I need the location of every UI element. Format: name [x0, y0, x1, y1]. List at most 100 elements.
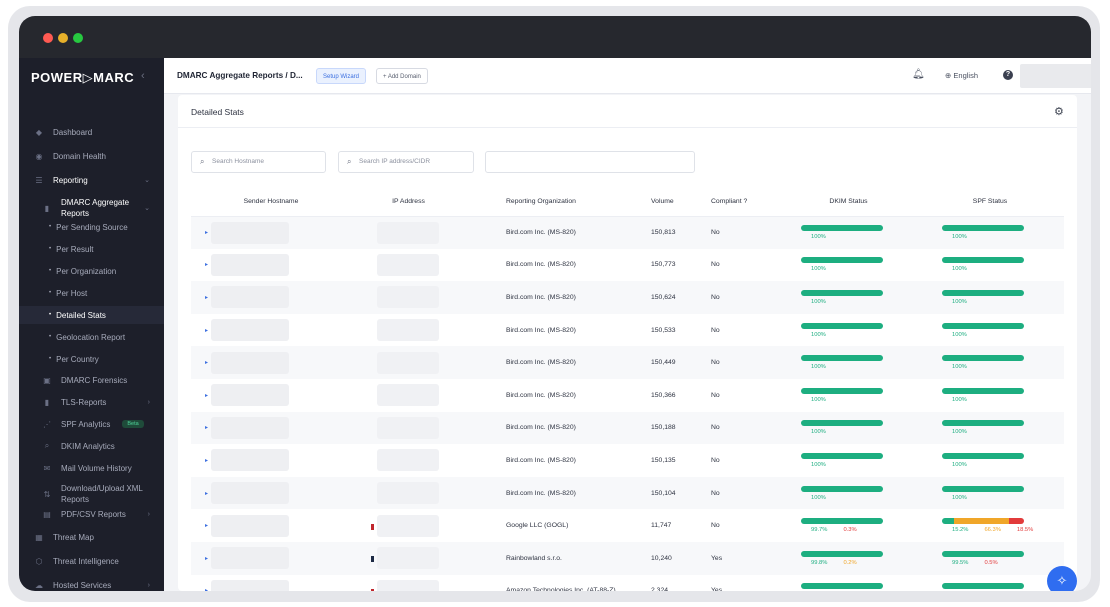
- table-row[interactable]: ▸ Rainbowland s.r.o. 10,240 Yes 99.8% 0.2% 99.…: [191, 541, 1064, 575]
- sidebar-item-label: Hosted Services: [53, 580, 112, 590]
- filter-input[interactable]: [485, 151, 695, 173]
- expand-row-icon[interactable]: ▸: [205, 392, 209, 399]
- page-title: Detailed Stats: [191, 107, 244, 117]
- sidebar-item-per-host[interactable]: • Per Host: [19, 284, 164, 302]
- table-row[interactable]: ▸ Bird.com Inc. (MS-820) 150,773 No 100% 100%: [191, 249, 1064, 282]
- table-row[interactable]: ▸ Bird.com Inc. (MS-820) 150,813 No 100% 100%: [191, 216, 1064, 249]
- table-row[interactable]: ▸ Amazon Technologies Inc. (AT-88-Z) 2,324…: [191, 575, 1064, 591]
- expand-row-icon[interactable]: ▸: [191, 346, 211, 379]
- sidebar-item-per-organization[interactable]: • Per Organization: [19, 262, 164, 280]
- table-row[interactable]: ▸ Bird.com Inc. (MS-820) 150,624 No 100% 100%: [191, 281, 1064, 314]
- dkim-status-bar: [801, 225, 883, 232]
- sidebar-item-dashboard[interactable]: ◆ Dashboard: [19, 123, 164, 141]
- pass-segment: [801, 387, 883, 394]
- map-icon: ▦: [35, 532, 43, 542]
- bell-icon[interactable]: 🔔︎: [912, 69, 925, 80]
- sidebar-item-geolocation-report[interactable]: • Geolocation Report: [19, 328, 164, 346]
- sidebar-item-per-result[interactable]: • Per Result: [19, 240, 164, 258]
- expand-row-icon[interactable]: ▸: [191, 541, 211, 575]
- table-row[interactable]: ▸ Bird.com Inc. (MS-820) 150,533 No 100% 100%: [191, 314, 1064, 347]
- help-icon[interactable]: ?: [1003, 70, 1013, 80]
- sidebar-item-download-upload-xml-reports[interactable]: ⇅ Download/Upload XML Reports: [19, 481, 164, 507]
- spf-status-cell: 100%: [916, 346, 1064, 379]
- spf-percent-label: 100%: [952, 461, 967, 468]
- search-ip-input[interactable]: ⌕ Search IP address/CIDR: [338, 151, 474, 173]
- dkim-status-bar: [801, 355, 883, 362]
- sidebar-item-dmarc-forensics[interactable]: ▣ DMARC Forensics: [19, 371, 164, 389]
- sidebar-item-pdf-csv-reports[interactable]: ▤ PDF/CSV Reports ›: [19, 505, 164, 523]
- redacted-hostname: [211, 514, 289, 537]
- sidebar-item-tls-reports[interactable]: ▮ TLS-Reports ›: [19, 393, 164, 411]
- search-hostname-input[interactable]: ⌕ Search Hostname: [191, 151, 326, 173]
- redacted-hostname: [211, 319, 289, 342]
- table-row[interactable]: ▸ Bird.com Inc. (MS-820) 150,449 No 100% 100%: [191, 346, 1064, 379]
- sender-hostname-cell: [211, 411, 331, 445]
- column-header-ip-address[interactable]: IP Address: [331, 187, 486, 217]
- pass-segment: [801, 420, 883, 427]
- language-selector[interactable]: ⊕ English: [945, 71, 978, 80]
- shield-icon: ⬡: [35, 556, 43, 566]
- sidebar-item-threat-map[interactable]: ▦ Threat Map: [19, 528, 164, 546]
- sidebar-item-hosted-services[interactable]: ☁ Hosted Services ›: [19, 576, 164, 591]
- expand-row-icon[interactable]: ▸: [205, 262, 209, 269]
- pass-segment: [942, 225, 1024, 232]
- sidebar-item-mail-volume-history[interactable]: ✉ Mail Volume History: [19, 459, 164, 477]
- sidebar-item-domain-health[interactable]: ◉ Domain Health: [19, 147, 164, 165]
- column-header-compliant[interactable]: Compliant ?: [711, 187, 781, 217]
- gear-icon[interactable]: ⚙: [1054, 106, 1064, 118]
- expand-row-icon[interactable]: ▸: [191, 476, 211, 510]
- column-header-volume[interactable]: Volume: [651, 187, 711, 217]
- sender-hostname-cell: [211, 216, 331, 249]
- sidebar-item-detailed-stats[interactable]: • Detailed Stats: [19, 306, 164, 324]
- sidebar-item-label: Per Sending Source: [56, 222, 128, 232]
- sidebar-item-dkim-analytics[interactable]: ⌕ DKIM Analytics: [19, 437, 164, 455]
- breadcrumb[interactable]: DMARC Aggregate Reports / D...: [177, 71, 303, 80]
- spf-status-bar: [942, 322, 1024, 329]
- compliant-cell: No: [711, 476, 781, 510]
- expand-row-icon[interactable]: ▸: [191, 575, 211, 591]
- sidebar-item-reporting[interactable]: ☰ Reporting ⌄: [19, 171, 164, 189]
- spf-status-cell: 100%: [916, 216, 1064, 249]
- pass-segment: [801, 485, 883, 492]
- sidebar-item-spf-analytics[interactable]: ⋰ SPF Analytics Beta: [19, 415, 164, 433]
- chevron-icon: ⌄: [144, 177, 150, 184]
- expand-row-icon[interactable]: ▸: [191, 281, 211, 314]
- add-domain-button[interactable]: + Add Domain: [376, 68, 428, 84]
- sidebar-item-threat-intelligence[interactable]: ⬡ Threat Intelligence: [19, 552, 164, 570]
- column-header-dkim-status[interactable]: DKIM Status: [781, 187, 916, 217]
- table-row[interactable]: ▸ Bird.com Inc. (MS-820) 150,135 No 100% 100%: [191, 444, 1064, 477]
- redacted-hostname: [211, 579, 289, 591]
- sidebar-item-per-country[interactable]: • Per Country: [19, 350, 164, 368]
- column-header-sender-hostname[interactable]: Sender Hostname: [211, 187, 331, 217]
- spf-status-bar: [942, 420, 1024, 427]
- sidebar-item-per-sending-source[interactable]: • Per Sending Source: [19, 218, 164, 236]
- expand-row-icon[interactable]: ▸: [205, 457, 209, 464]
- sidebar-item-label: DMARC Forensics: [61, 375, 128, 385]
- column-header-reporting-organization[interactable]: Reporting Organization: [486, 187, 651, 217]
- table-row[interactable]: ▸ Bird.com Inc. (MS-820) 150,188 No 100% 100%: [191, 411, 1064, 445]
- expand-row-icon[interactable]: ▸: [205, 327, 209, 334]
- minimize-window-button[interactable]: [58, 33, 68, 43]
- table-row[interactable]: ▸ Bird.com Inc. (MS-820) 150,104 No 100% 100%: [191, 476, 1064, 510]
- maximize-window-button[interactable]: [73, 33, 83, 43]
- collapse-sidebar-icon[interactable]: ‹: [141, 70, 145, 82]
- expand-row-icon[interactable]: ▸: [205, 523, 209, 530]
- column-header-spf-status[interactable]: SPF Status: [916, 187, 1064, 217]
- redacted-ip-address: [377, 286, 439, 309]
- user-profile[interactable]: [1020, 64, 1091, 88]
- spf-percent-label: 100%: [952, 494, 967, 501]
- close-window-button[interactable]: [43, 33, 53, 43]
- reporting-icon: ☰: [35, 175, 43, 185]
- expand-row-icon[interactable]: ▸: [191, 216, 211, 249]
- setup-wizard-button[interactable]: Setup Wizard: [316, 68, 367, 84]
- table-row[interactable]: ▸ Google LLC (GOGL) 11,747 No 99.7% 0.3% 15.2%…: [191, 509, 1064, 542]
- dkim-status-cell: 99.7% 0.3%: [781, 509, 916, 542]
- expand-row-icon[interactable]: ▸: [191, 411, 211, 445]
- table-row[interactable]: ▸ Bird.com Inc. (MS-820) 150,366 No 100% 100%: [191, 379, 1064, 412]
- sidebar-item-dmarc-aggregate-reports[interactable]: ▮ DMARC Aggregate Reports ⌄: [19, 195, 164, 221]
- assistant-sparkle-button[interactable]: ✧: [1047, 566, 1077, 591]
- spf-percent-label: 99.5%: [952, 559, 969, 566]
- dkim-status-bar: [801, 322, 883, 329]
- redacted-ip-address: [371, 579, 439, 591]
- diamond-icon: ◆: [35, 127, 43, 137]
